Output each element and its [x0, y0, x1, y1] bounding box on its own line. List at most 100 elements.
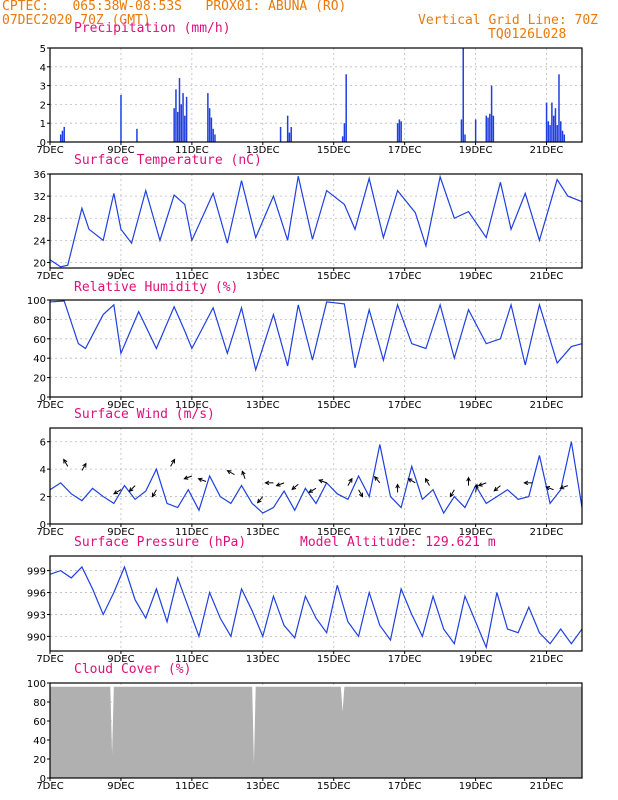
cloud-xtick-label: 11DEC: [175, 781, 209, 792]
rh-ytick-label: 0: [40, 393, 46, 404]
cloud-ytick-label: 20: [33, 755, 46, 766]
wind-xtick-label: 13DEC: [246, 527, 280, 538]
precip-bar: [558, 74, 560, 142]
cloud-xtick-label: 13DEC: [246, 781, 280, 792]
precip-xtick-label: 7DEC: [36, 145, 63, 156]
rh-ytick-label: 80: [33, 315, 46, 326]
wind-arrow-shaft: [151, 489, 157, 497]
wind-frame: [49, 427, 583, 525]
precip-bar: [176, 111, 179, 142]
wind-arrow-head: [197, 477, 203, 483]
precip-bar: [460, 119, 463, 142]
rh-xtick-label: 15DEC: [317, 400, 351, 411]
cloud-xtick-label: 17DEC: [388, 781, 422, 792]
wind-arrow-head: [559, 485, 565, 490]
temp-xtick-label: 17DEC: [388, 271, 422, 282]
wind-arrow-shaft: [257, 496, 264, 504]
wind-arrow-shaft: [184, 475, 193, 480]
precip-bar: [345, 74, 347, 142]
wind-arrow-head: [291, 485, 297, 491]
temp-xtick-label: 15DEC: [317, 271, 351, 282]
precip-bar: [343, 123, 346, 142]
wind-arrow-shaft: [227, 470, 235, 476]
press-ytick-label: 990: [27, 632, 46, 643]
rh-xtick-label: 7DEC: [36, 400, 63, 411]
rh-ytick-label: 40: [33, 354, 46, 365]
precip-bar: [210, 117, 213, 142]
precip-bar: [400, 121, 402, 142]
wind-arrow-shaft: [425, 478, 430, 486]
precip-bar: [173, 108, 175, 142]
temp-ytick-label: 28: [33, 214, 46, 225]
rh-xtick-label: 21DEC: [530, 400, 564, 411]
cloud-ytick-label: 0: [40, 774, 46, 785]
press-subtitle: Model Altitude: 129.621 m: [300, 535, 496, 550]
cloud-ytick-label: 60: [33, 717, 46, 728]
temp-xtick-label: 21DEC: [530, 271, 564, 282]
precip-bar: [61, 130, 64, 142]
precip-bar: [560, 121, 562, 142]
press-ytick-label: 993: [27, 610, 46, 621]
press-xtick-label: 9DEC: [107, 654, 134, 665]
wind-arrow-head: [63, 458, 68, 464]
wind-arrow-shaft: [374, 476, 381, 484]
precip-title: Precipitation (mm/h): [74, 21, 231, 36]
press-xtick-label: 19DEC: [459, 654, 493, 665]
press-xtick-label: 13DEC: [246, 654, 280, 665]
rh-xtick-label: 11DEC: [175, 400, 209, 411]
press-xtick-label: 7DEC: [36, 654, 63, 665]
precip-bar: [208, 108, 211, 142]
precip-bar: [474, 119, 477, 142]
wind-arrow-head: [151, 492, 157, 498]
temp-xtick-label: 7DEC: [36, 271, 63, 282]
wind-arrow-shaft: [560, 485, 568, 489]
wind-arrow-head: [449, 492, 454, 498]
precip-xtick-label: 17DEC: [388, 145, 422, 156]
wind-arrow-head: [493, 486, 499, 492]
press-xtick-label: 21DEC: [530, 654, 564, 665]
precip-bar: [563, 134, 566, 142]
wind-arrow-head: [170, 458, 176, 464]
precip-bar: [212, 128, 214, 142]
rh-series-line: [49, 300, 583, 373]
wind-xtick-label: 9DEC: [107, 527, 134, 538]
wind-arrow-shaft: [408, 478, 416, 484]
wind-arrow-head: [395, 483, 400, 489]
wind-arrow-shaft: [545, 486, 554, 491]
model-code: TQ0126L028: [488, 27, 567, 42]
rh-ytick-label: 60: [33, 335, 46, 346]
wind-arrow-shaft: [241, 471, 246, 479]
precip-bar: [279, 126, 282, 142]
precip-bar: [286, 115, 289, 142]
wind-arrow-head: [358, 492, 364, 498]
press-xtick-label: 15DEC: [317, 654, 351, 665]
temp-xtick-label: 11DEC: [175, 271, 209, 282]
wind-arrow-head: [226, 470, 232, 475]
precip-ytick-label: 1: [40, 119, 46, 130]
precip-bar: [185, 96, 188, 142]
cloud-xtick-label: 15DEC: [317, 781, 351, 792]
wind-arrow-head: [424, 477, 430, 483]
precip-bar: [59, 134, 62, 142]
wind-xtick-label: 11DEC: [175, 527, 209, 538]
temp-frame: [49, 173, 583, 269]
wind-arrow-head: [128, 487, 134, 493]
wind-arrow-head: [407, 478, 413, 483]
wind-ytick-label: 6: [40, 438, 46, 449]
cloud-ytick-label: 80: [33, 698, 46, 709]
rh-ytick-label: 20: [33, 374, 46, 385]
rh-xtick-label: 17DEC: [388, 400, 422, 411]
temp-xtick-label: 9DEC: [107, 271, 134, 282]
precip-bar: [545, 102, 548, 142]
wind-title: Surface Wind (m/s): [74, 407, 215, 422]
wind-ytick-label: 4: [40, 465, 46, 476]
precip-xtick-label: 13DEC: [246, 145, 280, 156]
wind-xtick-label: 17DEC: [388, 527, 422, 538]
wind-arrow-head: [241, 470, 246, 476]
wind-arrow-head: [183, 475, 189, 480]
wind-arrow-shaft: [63, 459, 69, 467]
precip-bar: [462, 48, 464, 142]
precip-bar: [489, 113, 491, 142]
cloud-ytick-label: 40: [33, 736, 46, 747]
